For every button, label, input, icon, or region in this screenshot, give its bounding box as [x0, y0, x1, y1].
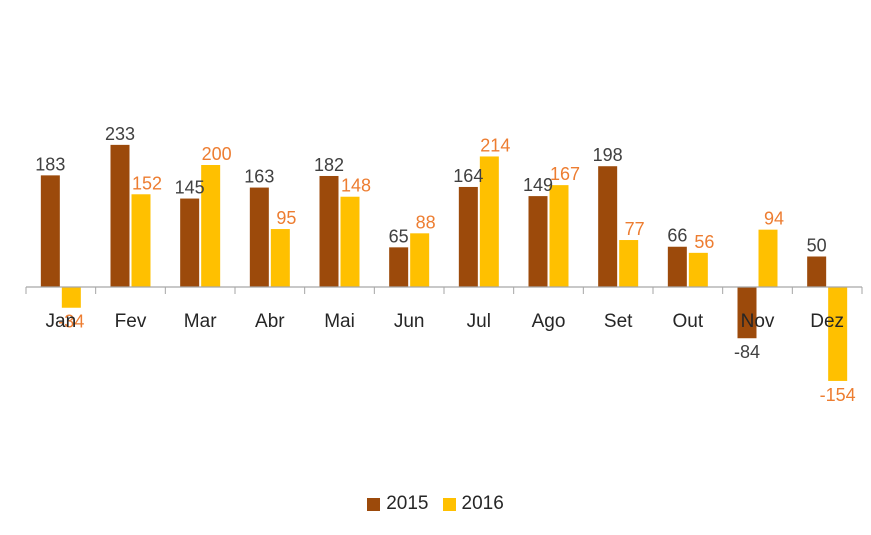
- bar-2015-Nov: [737, 287, 757, 339]
- data-label-2015-Jul: 164: [453, 166, 483, 186]
- data-label-2016-Set: 77: [625, 219, 645, 239]
- data-label-2016-Jun: 88: [416, 212, 436, 232]
- bar-2016-Mai: [340, 196, 360, 287]
- bar-2015-Set: [598, 166, 618, 287]
- labels-group: 183-34Jan233152Fev145200Mar16395Abr18214…: [35, 124, 855, 405]
- category-label-Abr: Abr: [255, 311, 285, 332]
- bar-2015-Fev: [110, 144, 130, 287]
- category-label-Jun: Jun: [394, 311, 425, 332]
- data-label-2015-Set: 198: [593, 145, 623, 165]
- data-label-2015-Out: 66: [667, 226, 687, 246]
- category-label-Jan: Jan: [46, 311, 77, 332]
- bar-2015-Abr: [249, 187, 269, 287]
- legend-label-2016: 2016: [461, 493, 504, 514]
- category-label-Mar: Mar: [184, 311, 217, 332]
- legend-label-2015: 2015: [386, 493, 429, 514]
- bar-2016-Dez: [828, 287, 848, 381]
- data-label-2015-Nov: -84: [734, 342, 760, 362]
- category-label-Nov: Nov: [741, 311, 775, 332]
- bar-2016-Mar: [201, 165, 221, 287]
- bar-2016-Nov: [758, 229, 778, 287]
- bar-2015-Jun: [389, 247, 409, 287]
- bar-2015-Mai: [319, 175, 339, 287]
- data-label-2016-Out: 56: [694, 232, 714, 252]
- bar-2016-Abr: [270, 229, 290, 287]
- data-label-2016-Ago: 167: [550, 164, 580, 184]
- bar-2015-Jul: [458, 186, 478, 287]
- bar-2016-Ago: [549, 185, 569, 287]
- category-label-Dez: Dez: [810, 311, 844, 332]
- bar-2016-Jul: [479, 156, 499, 287]
- data-label-2016-Abr: 95: [276, 208, 296, 228]
- data-label-2016-Mai: 148: [341, 176, 371, 196]
- data-label-2016-Jan: -34: [58, 312, 84, 332]
- data-label-2015-Mai: 182: [314, 155, 344, 175]
- legend-swatch-2015: [367, 497, 381, 511]
- bar-2016-Set: [619, 240, 639, 287]
- data-label-2015-Ago: 149: [523, 175, 553, 195]
- data-label-2016-Fev: 152: [132, 173, 162, 193]
- legend-item-2016: 2016: [442, 493, 504, 515]
- category-label-Out: Out: [673, 311, 704, 332]
- data-label-2015-Dez: 50: [807, 236, 827, 256]
- category-label-Ago: Ago: [532, 311, 566, 332]
- bar-2016-Jun: [410, 233, 430, 287]
- category-label-Fev: Fev: [115, 311, 147, 332]
- x-axis: [25, 286, 863, 294]
- data-label-2016-Jul: 214: [480, 135, 510, 155]
- bar-2015-Jan: [40, 175, 60, 287]
- bar-2015-Ago: [528, 196, 548, 287]
- bar-2015-Out: [667, 246, 687, 287]
- legend-swatch-2016: [442, 497, 456, 511]
- data-label-2015-Jun: 65: [389, 226, 409, 246]
- data-label-2015-Jan: 183: [35, 154, 65, 174]
- data-label-2015-Fev: 233: [105, 124, 135, 144]
- bar-2015-Mar: [180, 198, 200, 287]
- category-label-Jul: Jul: [467, 311, 491, 332]
- legend: 2015 2016: [0, 493, 871, 515]
- data-label-2016-Mar: 200: [202, 144, 232, 164]
- bar-2016-Out: [688, 252, 708, 287]
- category-label-Mai: Mai: [324, 311, 355, 332]
- legend-item-2015: 2015: [367, 493, 429, 515]
- bar-2015-Dez: [807, 256, 827, 287]
- bar-2016-Jan: [61, 287, 81, 308]
- bars-group: [40, 144, 848, 381]
- data-label-2016-Nov: 94: [764, 209, 784, 229]
- bar-2016-Fev: [131, 194, 151, 287]
- data-label-2016-Dez: -154: [820, 385, 856, 405]
- data-label-2015-Abr: 163: [244, 167, 274, 187]
- category-label-Set: Set: [604, 311, 633, 332]
- data-label-2015-Mar: 145: [175, 178, 205, 198]
